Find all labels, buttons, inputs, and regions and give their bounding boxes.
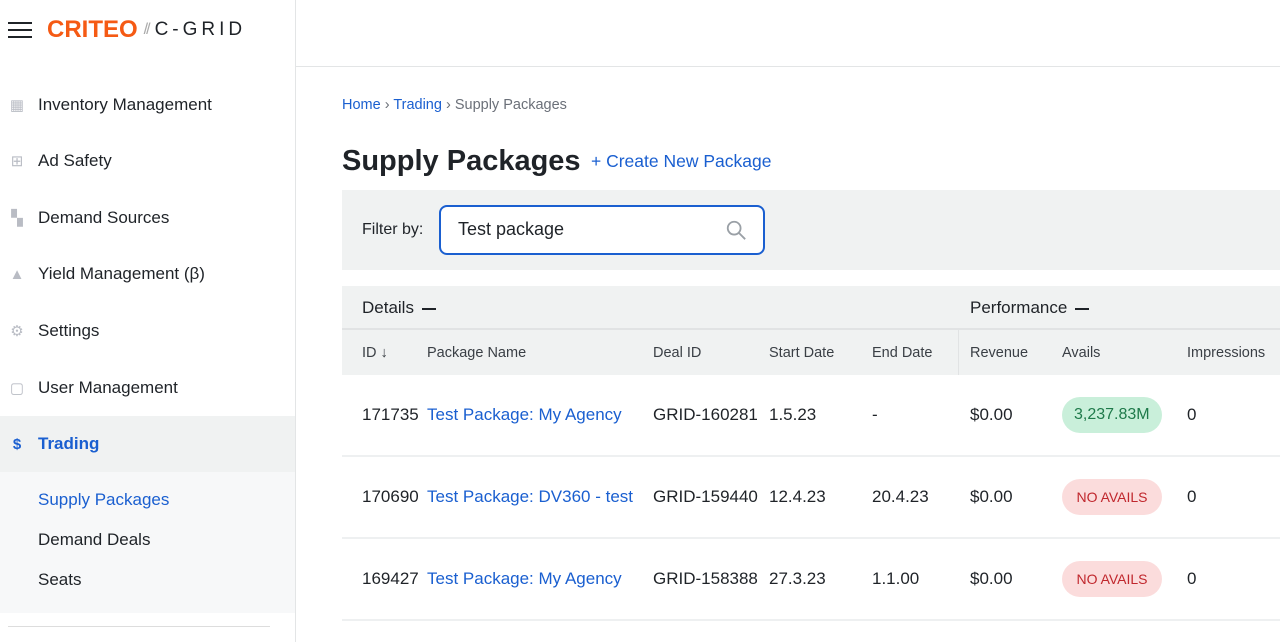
sidebar-item-yield-management[interactable]: ▲ Yield Management (β) <box>0 246 295 302</box>
col-deal-id[interactable]: Deal ID <box>653 345 702 361</box>
col-id[interactable]: ID ↓ <box>362 345 388 361</box>
cell-end-date: 1.1.00 <box>872 569 920 588</box>
avails-badge: NO AVAILS <box>1062 561 1162 597</box>
filter-search-box[interactable] <box>439 205 765 255</box>
package-name-link[interactable]: Test Package: My Agency <box>427 569 622 588</box>
user-card-icon: ▢ <box>9 380 25 397</box>
collapse-icon[interactable] <box>1075 307 1090 310</box>
cell-id: 170690 <box>362 487 419 506</box>
package-name-link[interactable]: Test Package: My Agency <box>427 405 622 424</box>
trading-submenu: Supply Packages Demand Deals Seats <box>0 472 295 613</box>
dollar-icon: $ <box>12 435 22 453</box>
sidebar-item-inventory-management[interactable]: ▦ Inventory Management <box>0 77 295 133</box>
table-row[interactable]: 169427 Test Package: My Agency GRID-1583… <box>342 539 1280 621</box>
cell-start-date: 1.5.23 <box>769 405 817 424</box>
cell-deal-id: GRID-158388 <box>653 569 758 588</box>
avails-badge: NO AVAILS <box>1062 479 1162 515</box>
package-name-link[interactable]: Test Package: DV360 - test <box>427 487 633 506</box>
cell-revenue: $0.00 <box>970 405 1013 424</box>
logo-separator: // <box>143 21 151 38</box>
col-avails[interactable]: Avails <box>1062 345 1101 361</box>
sidebar-item-label: Yield Management (β) <box>38 264 205 283</box>
sidebar-item-ad-safety[interactable]: ⊞ Ad Safety <box>0 133 295 189</box>
group-label: Performance <box>970 298 1068 317</box>
building-icon: ▦ <box>9 97 25 114</box>
cell-id: 171735 <box>362 405 419 424</box>
col-revenue[interactable]: Revenue <box>970 345 1029 361</box>
top-bar <box>296 0 1280 67</box>
cell-impressions: 0 <box>1187 405 1197 424</box>
cell-impressions: 0 <box>1187 569 1197 588</box>
sidebar-item-label: Inventory Management <box>38 95 212 114</box>
gear-icon: ⚙ <box>10 323 24 340</box>
sidebar-item-trading[interactable]: $ Trading <box>0 416 295 472</box>
col-label: ID <box>362 345 377 361</box>
sidebar-item-settings[interactable]: ⚙ Settings <box>0 303 295 359</box>
search-icon[interactable] <box>725 219 747 241</box>
sidebar-item-label: User Management <box>38 378 178 397</box>
subitem-demand-deals[interactable]: Demand Deals <box>38 530 151 549</box>
col-package-name[interactable]: Package Name <box>427 345 527 361</box>
sidebar-item-label: Settings <box>38 321 100 340</box>
sidebar-item-user-management[interactable]: ▢ User Management <box>0 360 295 416</box>
cell-end-date: - <box>872 405 878 424</box>
breadcrumb-home[interactable]: Home <box>342 97 381 113</box>
cell-impressions: 0 <box>1187 487 1197 506</box>
sidebar: CRITEO // C-GRID ▦ Inventory Management ⊞… <box>0 0 296 642</box>
collapse-icon[interactable] <box>421 307 436 310</box>
cell-start-date: 12.4.23 <box>769 487 826 506</box>
group-label: Details <box>362 298 414 317</box>
breadcrumb-trading[interactable]: Trading <box>393 97 442 113</box>
divider <box>958 330 959 375</box>
subitem-supply-packages[interactable]: Supply Packages <box>38 490 170 509</box>
table-row[interactable]: 170690 Test Package: DV360 - test GRID-1… <box>342 457 1280 539</box>
logo[interactable]: CRITEO // C-GRID <box>47 16 246 44</box>
sidebar-item-label: Ad Safety <box>38 151 112 170</box>
dashboard-icon: ▚ <box>11 210 23 227</box>
col-impressions[interactable]: Impressions <box>1187 345 1266 361</box>
cell-end-date: 20.4.23 <box>872 487 929 506</box>
packages-table: Details Performance ID ↓ Package Name De… <box>342 286 1280 621</box>
column-headers: ID ↓ Package Name Deal ID Start Date End… <box>342 330 1280 375</box>
cell-deal-id: GRID-160281 <box>653 405 758 424</box>
filter-bar: Filter by: <box>342 190 1280 270</box>
product-name: C-GRID <box>154 19 247 40</box>
col-start-date[interactable]: Start Date <box>769 345 835 361</box>
filter-input[interactable] <box>458 219 708 240</box>
cell-revenue: $0.00 <box>970 569 1013 588</box>
column-groups: Details Performance <box>342 286 1280 330</box>
sidebar-item-demand-sources[interactable]: ▚ Demand Sources <box>0 190 295 246</box>
avails-badge: 3,237.83M <box>1062 397 1162 433</box>
brand-logo: CRITEO <box>47 16 138 43</box>
subitem-seats[interactable]: Seats <box>38 570 82 589</box>
cell-start-date: 27.3.23 <box>769 569 826 588</box>
create-new-package-button[interactable]: + Create New Package <box>591 151 772 171</box>
sidebar-item-label: Trading <box>38 434 100 453</box>
hamburger-menu-icon[interactable] <box>8 22 32 40</box>
plus-square-icon: ⊞ <box>10 153 24 170</box>
flask-icon: ▲ <box>9 265 25 283</box>
cell-revenue: $0.00 <box>970 487 1013 506</box>
cell-id: 169427 <box>362 569 419 588</box>
breadcrumb: Home › Trading › Supply Packages <box>342 97 567 113</box>
sort-down-arrow-icon: ↓ <box>380 345 388 361</box>
page-title: Supply Packages <box>342 145 581 177</box>
col-end-date[interactable]: End Date <box>872 345 933 361</box>
table-row[interactable]: 171735 Test Package: My Agency GRID-1602… <box>342 375 1280 457</box>
group-performance[interactable]: Performance <box>970 298 1090 318</box>
breadcrumb-current: Supply Packages <box>454 97 567 113</box>
sidebar-item-label: Demand Sources <box>38 208 170 227</box>
group-details[interactable]: Details <box>362 298 436 318</box>
cell-deal-id: GRID-159440 <box>653 487 758 506</box>
filter-label: Filter by: <box>362 221 424 238</box>
divider <box>8 626 270 627</box>
